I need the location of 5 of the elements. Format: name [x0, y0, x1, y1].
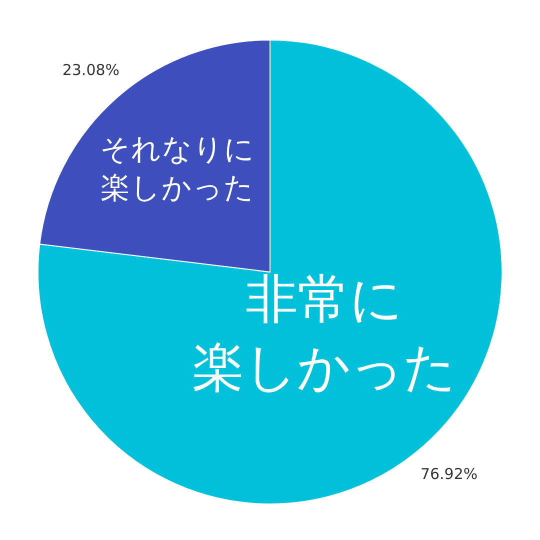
data-label: 23.08% — [62, 60, 120, 79]
pie-slice — [38, 40, 502, 504]
slice-label: 非常に楽しかった — [192, 269, 456, 398]
slice-label: それなりに楽しかった — [100, 132, 256, 206]
data-label: 76.92% — [420, 465, 478, 484]
